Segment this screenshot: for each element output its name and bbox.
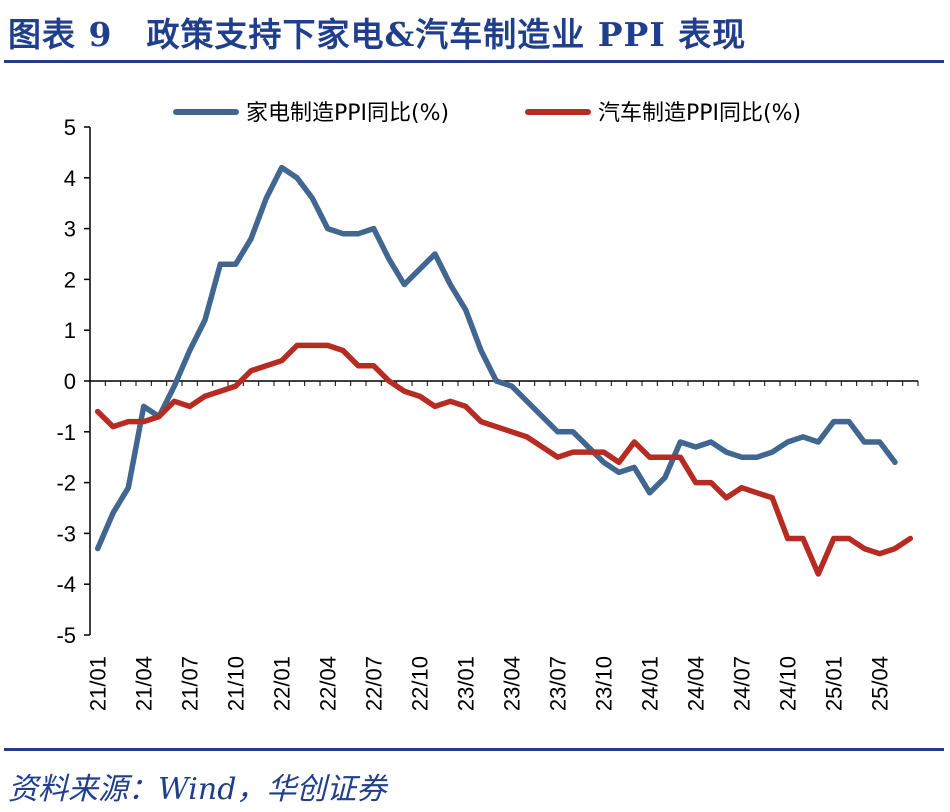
y-axis-ticks: 5 4 3 2 1 0 -1 -2 -3 -4 -5 (56, 115, 90, 648)
x-tick-label: 23/10 (592, 656, 617, 711)
x-tick-label: 22/04 (316, 656, 341, 711)
source-note: 资料来源：Wind，华创证券 (8, 772, 387, 807)
x-tick-label: 23/07 (546, 656, 571, 711)
figure-title: 图表 9 政策支持下家电&汽车制造业 PPI 表现 (8, 15, 747, 54)
x-tick-label: 23/04 (500, 656, 525, 711)
y-tick-label: 5 (64, 115, 76, 140)
y-tick-label: -1 (56, 420, 76, 445)
y-tick-label: 4 (64, 166, 76, 191)
title-divider (4, 60, 944, 63)
x-tick-label: 24/01 (638, 656, 663, 711)
legend-label-appliance: 家电制造PPI同比(%) (246, 101, 449, 126)
x-tick-label: 24/07 (730, 656, 755, 711)
x-tick-label: 25/01 (822, 656, 847, 711)
y-tick-label: -2 (56, 471, 76, 496)
line-chart: 家电制造PPI同比(%) 汽车制造PPI同比(%) 5 4 3 2 1 0 -1 -2 -3 -4… (56, 101, 919, 711)
y-tick-label: 2 (64, 267, 76, 292)
series-line-auto (94, 342, 914, 577)
y-tick-label: 1 (64, 318, 76, 343)
x-tick-label: 22/07 (362, 656, 387, 711)
series-line-appliance (94, 164, 898, 552)
source-divider (4, 748, 944, 751)
x-axis-ticks: 21/01 21/04 21/07 21/10 22/01 22/04 22/07 22/10… (86, 381, 919, 711)
series-lines (94, 164, 914, 577)
x-tick-label: 21/10 (224, 656, 249, 711)
y-tick-label: -4 (56, 572, 76, 597)
x-tick-label: 21/01 (86, 656, 111, 711)
y-tick-label: -3 (56, 521, 76, 546)
y-tick-label: 3 (64, 217, 76, 242)
x-tick-label: 23/01 (454, 656, 479, 711)
x-tick-label: 21/04 (132, 656, 157, 711)
x-tick-label: 24/04 (684, 656, 709, 711)
legend-label-auto: 汽车制造PPI同比(%) (598, 101, 801, 126)
x-tick-label: 22/01 (270, 656, 295, 711)
legend: 家电制造PPI同比(%) 汽车制造PPI同比(%) (173, 101, 801, 126)
x-tick-label: 21/07 (178, 656, 203, 711)
y-tick-label: -5 (56, 623, 76, 648)
x-tick-label: 24/10 (776, 656, 801, 711)
y-tick-label: 0 (64, 369, 76, 394)
x-tick-label: 25/04 (868, 656, 893, 711)
x-tick-label: 22/10 (408, 656, 433, 711)
